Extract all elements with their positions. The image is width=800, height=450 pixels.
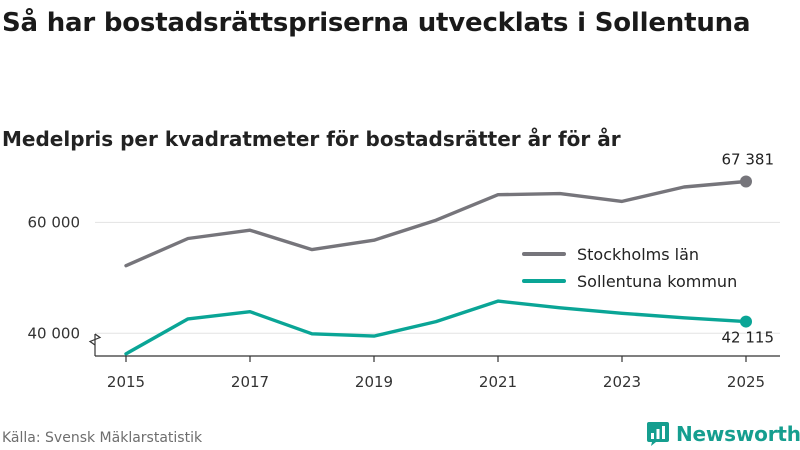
legend-label: Sollentuna kommun: [577, 272, 737, 291]
series-end-point: [740, 175, 752, 188]
x-tick-label: 2017: [231, 373, 269, 391]
chart-title: Så har bostadsrättspriserna utvecklats i…: [2, 8, 751, 38]
legend: Stockholms län Sollentuna kommun: [516, 238, 768, 300]
y-tick-label: 60 000: [28, 213, 81, 231]
brand-name: Newsworthy: [676, 422, 800, 446]
series-end-point: [740, 315, 752, 328]
series-lines: [124, 175, 752, 356]
data-labels: 67 381 42 115: [722, 151, 775, 347]
axes: 40 000 60 000 2015 2017 2019 2021 2023 2025: [28, 213, 780, 391]
x-tick-label: 2023: [603, 373, 641, 391]
end-value-label: 67 381: [722, 151, 775, 169]
x-tick-label: 2019: [355, 373, 393, 391]
legend-background: [516, 238, 768, 300]
series-line-sollentuna-kommun: [124, 299, 748, 356]
newsworthy-logo-icon: [647, 422, 669, 446]
chart-subtitle: Medelpris per kvadratmeter för bostadsrä…: [2, 127, 621, 151]
axis-break-icon: [88, 333, 102, 346]
x-tick-label: 2015: [107, 373, 145, 391]
x-tick-label: 2021: [479, 373, 517, 391]
brand-logo: Newsworthy: [646, 420, 800, 448]
y-tick-label: 40 000: [28, 324, 81, 342]
x-tick-label: 2025: [727, 373, 765, 391]
series-line-stockholms-lan: [124, 179, 748, 268]
end-value-label: 42 115: [722, 329, 775, 347]
grid-lines: [95, 221, 780, 334]
legend-label: Stockholms län: [577, 245, 699, 264]
source-note: Källa: Svensk Mäklarstatistik: [2, 430, 203, 446]
